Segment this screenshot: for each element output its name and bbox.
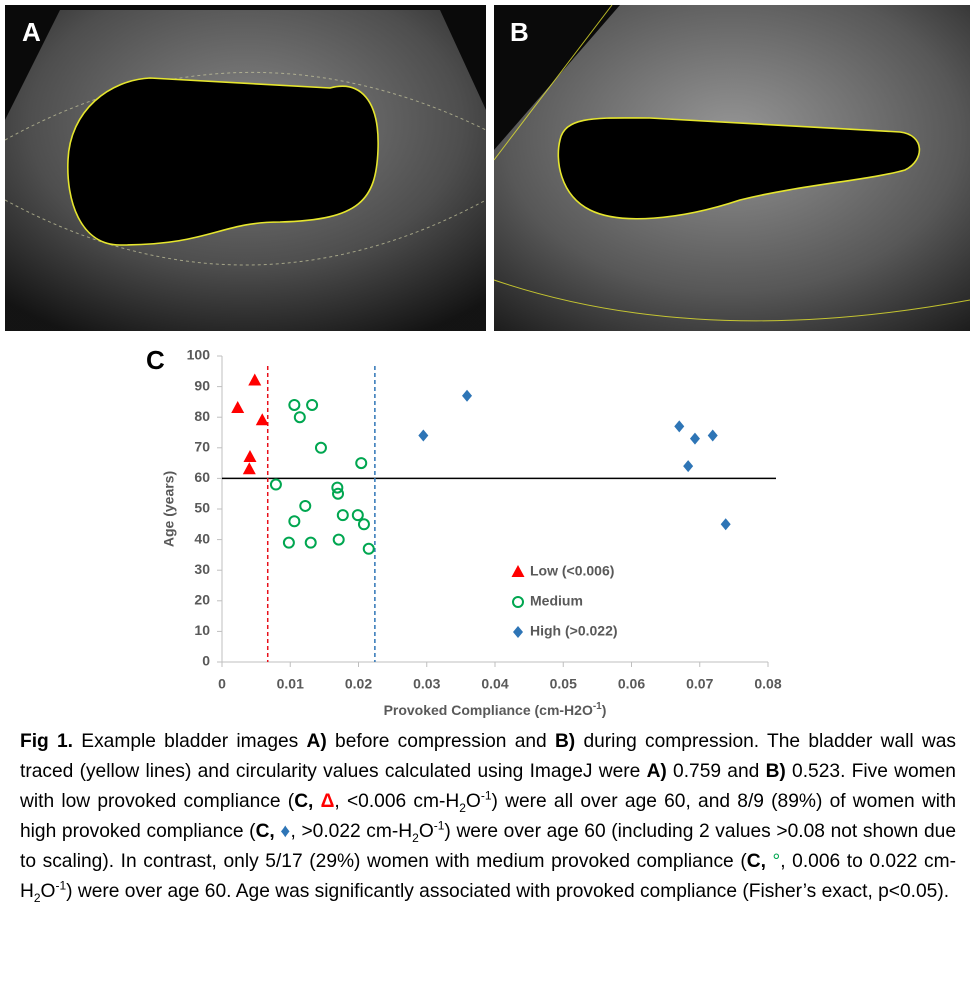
caption-run: Fig 1. <box>20 731 74 752</box>
x-axis-label: Provoked Compliance (cm-H2O-1) <box>384 701 607 718</box>
y-tick-label: 10 <box>194 622 210 638</box>
y-tick-label: 100 <box>187 347 211 363</box>
point <box>306 398 319 411</box>
image-b: B <box>493 4 971 331</box>
caption-run: before compression and <box>326 731 555 752</box>
legend-marker <box>511 565 525 577</box>
caption-run: C, <box>255 821 275 842</box>
caption-run: ° <box>765 851 781 872</box>
caption-run: B) <box>554 731 576 752</box>
y-tick-label: 90 <box>194 377 210 393</box>
y-tick-label: 70 <box>194 439 210 455</box>
y-tick-label: 50 <box>194 500 210 516</box>
caption-run: B) <box>765 761 786 782</box>
point <box>332 533 345 546</box>
caption-run: ♦ <box>274 821 291 842</box>
point <box>314 441 327 454</box>
y-tick-label: 60 <box>194 469 210 485</box>
y-tick-label: 80 <box>194 408 210 424</box>
point <box>351 509 364 522</box>
caption-run: 2 <box>412 830 419 845</box>
caption-run: O <box>418 821 434 842</box>
y-tick-label: 0 <box>202 653 210 669</box>
point <box>288 515 301 528</box>
point <box>462 389 473 402</box>
legend-marker <box>513 626 523 638</box>
panel-label: C <box>146 345 165 375</box>
caption-run: 2 <box>459 800 466 815</box>
caption-run: -1 <box>480 788 492 803</box>
caption-run: O <box>465 791 481 812</box>
x-tick-label: 0.03 <box>413 676 440 692</box>
y-tick-label: 40 <box>194 530 210 546</box>
x-tick-label: 0.04 <box>481 676 508 692</box>
point <box>720 518 731 531</box>
caption-run: O <box>40 881 56 902</box>
point <box>689 432 700 445</box>
legend-label: Medium <box>530 593 583 609</box>
x-tick-label: 0.08 <box>754 676 781 692</box>
caption-run: Δ <box>313 791 335 812</box>
caption-run: C, <box>294 791 314 812</box>
caption-run: 0.759 and <box>666 761 766 782</box>
legend-marker <box>512 596 524 608</box>
y-tick-label: 30 <box>194 561 210 577</box>
caption-run: 0.523. Five women with low provoked comp… <box>20 761 956 812</box>
y-axis-label: Age (years) <box>161 471 177 547</box>
point <box>293 411 306 424</box>
point <box>418 429 429 442</box>
caption-run: , <0.006 cm-H <box>334 791 460 812</box>
caption-run: -1 <box>55 878 67 893</box>
x-tick-label: 0.06 <box>618 676 645 692</box>
point <box>336 509 349 522</box>
point <box>231 401 245 414</box>
point <box>357 518 370 531</box>
caption-run: ) were over age 60. Age was significantl… <box>66 881 950 902</box>
panel-label: A <box>22 17 41 47</box>
caption-run: Example bladder images <box>73 731 307 752</box>
point <box>331 481 344 494</box>
point <box>288 398 301 411</box>
point <box>282 536 295 549</box>
caption-run: , >0.022 cm-H <box>290 821 413 842</box>
x-tick-label: 0 <box>218 676 226 692</box>
caption-run: C, <box>746 851 766 872</box>
caption: Fig 1. Example bladder images A) before … <box>20 727 956 907</box>
point <box>674 420 685 433</box>
x-axis-label-part: ) <box>602 702 607 718</box>
y-tick-label: 20 <box>194 592 210 608</box>
point <box>362 542 375 555</box>
x-tick-label: 0.07 <box>686 676 713 692</box>
caption-run: during compression. The bladder wall was… <box>20 731 957 782</box>
x-tick-label: 0.05 <box>550 676 577 692</box>
legend-label: Low (<0.006) <box>530 563 614 579</box>
point <box>255 413 269 426</box>
point <box>269 478 282 491</box>
point <box>683 460 694 473</box>
caption-run: ) were all over age 60, and 8/9 (89%) of… <box>20 791 956 842</box>
legend-label: High (>0.022) <box>530 623 618 639</box>
x-tick-label: 0.02 <box>345 676 372 692</box>
caption-run: A) <box>306 731 327 752</box>
x-axis-label-part: -1 <box>593 701 602 712</box>
caption-run: , 0.006 to 0.022 cm-H <box>20 851 957 902</box>
point <box>707 429 718 442</box>
caption-run: 2 <box>33 890 41 905</box>
point <box>243 449 257 462</box>
point <box>304 536 317 549</box>
figure: A B C Age (years) Provoked Compliance (c… <box>4 4 971 718</box>
point <box>242 462 256 475</box>
caption-run: -1 <box>433 818 445 833</box>
x-axis-label-part: Provoked Compliance (cm-H2O <box>384 702 593 718</box>
point <box>355 457 368 470</box>
caption-run: A) <box>646 761 667 782</box>
caption-run: ) were over age 60 (including 2 values >… <box>20 821 956 872</box>
image-a: A <box>4 5 487 331</box>
x-tick-label: 0.01 <box>277 676 304 692</box>
point <box>248 373 262 386</box>
panel-label: B <box>510 17 529 47</box>
point <box>332 487 345 500</box>
point <box>299 499 312 512</box>
